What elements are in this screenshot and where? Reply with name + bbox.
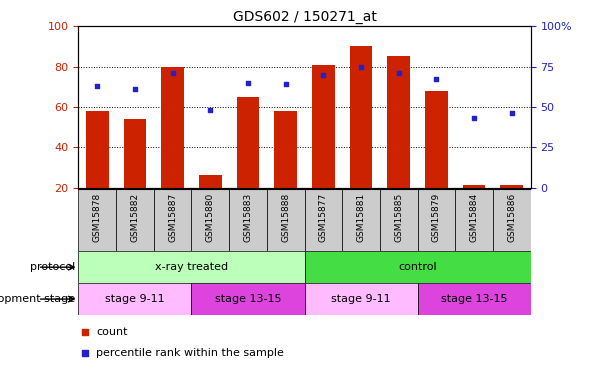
Bar <box>305 283 417 315</box>
Point <box>469 115 479 121</box>
Bar <box>350 46 373 188</box>
Text: GSM15886: GSM15886 <box>507 192 516 242</box>
Text: GSM15888: GSM15888 <box>281 192 290 242</box>
Bar <box>388 57 410 188</box>
Bar <box>267 189 305 251</box>
Text: GSM15882: GSM15882 <box>130 192 139 242</box>
Bar <box>78 283 192 315</box>
Point <box>168 70 177 76</box>
Bar <box>116 189 154 251</box>
Text: stage 9-11: stage 9-11 <box>105 294 165 304</box>
Text: development stage: development stage <box>0 294 75 304</box>
Text: control: control <box>398 262 437 272</box>
Bar <box>305 189 343 251</box>
Text: GSM15880: GSM15880 <box>206 192 215 242</box>
Bar <box>274 111 297 188</box>
Text: stage 9-11: stage 9-11 <box>331 294 391 304</box>
Bar <box>124 119 146 188</box>
Bar <box>78 251 305 283</box>
Bar <box>192 283 305 315</box>
Text: GSM15879: GSM15879 <box>432 192 441 242</box>
Text: stage 13-15: stage 13-15 <box>215 294 281 304</box>
Bar <box>305 251 531 283</box>
Title: GDS602 / 150271_at: GDS602 / 150271_at <box>233 10 376 24</box>
Point <box>507 110 517 116</box>
Bar <box>380 189 417 251</box>
Text: GSM15885: GSM15885 <box>394 192 403 242</box>
Text: GSM15877: GSM15877 <box>319 192 328 242</box>
Bar <box>455 189 493 251</box>
Point <box>206 107 215 113</box>
Bar <box>417 189 455 251</box>
Bar <box>500 186 523 188</box>
Text: GSM15878: GSM15878 <box>93 192 102 242</box>
Bar <box>162 67 184 188</box>
Text: x-ray treated: x-ray treated <box>155 262 228 272</box>
Bar <box>425 91 447 188</box>
Bar <box>463 186 485 188</box>
Text: count: count <box>96 327 128 337</box>
Text: GSM15884: GSM15884 <box>470 192 479 242</box>
Bar <box>229 189 267 251</box>
Bar <box>417 283 531 315</box>
Point <box>318 72 328 78</box>
Point <box>281 81 291 87</box>
Bar <box>154 189 192 251</box>
Point <box>80 329 90 335</box>
Bar <box>199 176 222 188</box>
Bar <box>343 189 380 251</box>
Bar <box>236 97 259 188</box>
Point <box>243 80 253 86</box>
Point <box>356 63 366 70</box>
Text: protocol: protocol <box>30 262 75 272</box>
Text: percentile rank within the sample: percentile rank within the sample <box>96 348 285 357</box>
Point <box>130 86 140 92</box>
Bar <box>86 111 109 188</box>
Bar <box>192 189 229 251</box>
Bar <box>78 189 116 251</box>
Text: stage 13-15: stage 13-15 <box>441 294 507 304</box>
Point <box>80 350 90 355</box>
Bar <box>493 189 531 251</box>
Text: GSM15881: GSM15881 <box>356 192 365 242</box>
Bar <box>312 64 335 188</box>
Point <box>92 83 102 89</box>
Text: GSM15887: GSM15887 <box>168 192 177 242</box>
Point <box>394 70 403 76</box>
Text: GSM15883: GSM15883 <box>244 192 253 242</box>
Point <box>432 76 441 82</box>
